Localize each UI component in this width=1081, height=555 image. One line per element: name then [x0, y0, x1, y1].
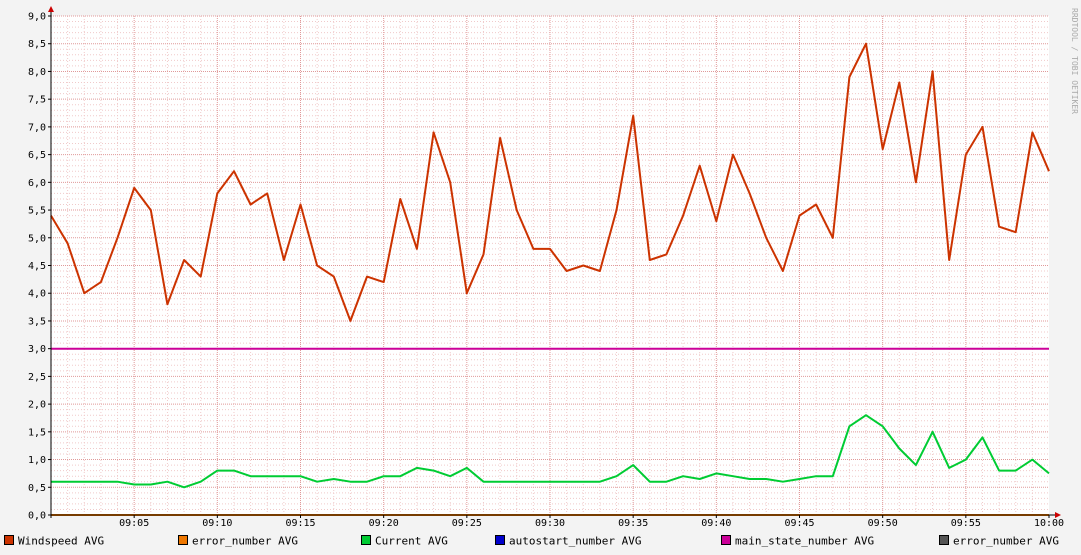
y-tick-label: 2,0 [28, 400, 46, 411]
x-tick-label: 10:00 [1034, 518, 1064, 529]
series-line-current-avg [51, 414, 1050, 489]
y-tick-label: 6,0 [28, 178, 46, 189]
legend: Windspeed AVG error_number AVG Current AVG… [4, 535, 1059, 548]
x-tick-label: 09:40 [701, 518, 731, 529]
axis-layer: 0,0 0,5 1,0 1,5 2,0 2,5 3,0 3,5 4,0 4,5 5,0 5,5 6,0 6… [28, 6, 1064, 529]
x-axis-arrow [1055, 512, 1061, 518]
legend-swatch [495, 535, 505, 545]
y-tick-label: 4,5 [28, 261, 46, 272]
x-tick-label: 09:45 [784, 518, 814, 529]
x-tick-label: 09:50 [868, 518, 898, 529]
x-tick-label: 09:55 [951, 518, 981, 529]
legend-swatch [721, 535, 731, 545]
legend-swatch [4, 535, 14, 545]
rrdtool-watermark: RRDTOOL / TOBI OETIKER [1070, 8, 1079, 114]
legend-label: error_number AVG [953, 535, 1059, 548]
y-tick-label: 0,5 [28, 483, 46, 494]
legend-label: error_number AVG [192, 535, 298, 548]
x-tick-label: 09:05 [119, 518, 149, 529]
y-tick-label: 3,5 [28, 316, 46, 327]
y-tick-label: 5,5 [28, 206, 46, 217]
y-tick-label: 8,5 [28, 39, 46, 50]
x-tick-label: 09:15 [285, 518, 315, 529]
grid-layer [51, 15, 1049, 515]
y-tick-label: 3,0 [28, 344, 46, 355]
series-line-windspeed-avg [50, 42, 1050, 322]
legend-label: Windspeed AVG [18, 535, 104, 548]
x-tick-label: 09:30 [535, 518, 565, 529]
x-tick-label: 09:10 [202, 518, 232, 529]
y-tick-label: 9,0 [28, 12, 46, 23]
x-tick-label: 09:25 [452, 518, 482, 529]
y-tick-label: 5,0 [28, 233, 46, 244]
legend-swatch [178, 535, 188, 545]
legend-swatch [361, 535, 371, 545]
y-tick-label: 6,5 [28, 150, 46, 161]
y-axis-arrow [48, 6, 54, 12]
y-tick-label: 0,0 [28, 511, 46, 522]
legend-swatch [939, 535, 949, 545]
y-tick-label: 2,5 [28, 372, 46, 383]
y-tick-label: 8,0 [28, 67, 46, 78]
legend-label: main_state_number AVG [735, 535, 874, 548]
y-tick-label: 1,5 [28, 427, 46, 438]
x-tick-label: 09:35 [618, 518, 648, 529]
legend-label: Current AVG [375, 535, 448, 548]
y-tick-label: 1,0 [28, 455, 46, 466]
legend-label: autostart_number AVG [509, 535, 641, 548]
y-tick-label: 4,0 [28, 289, 46, 300]
x-tick-label: 09:20 [369, 518, 399, 529]
y-tick-label: 7,5 [28, 95, 46, 106]
y-tick-label: 7,0 [28, 122, 46, 133]
